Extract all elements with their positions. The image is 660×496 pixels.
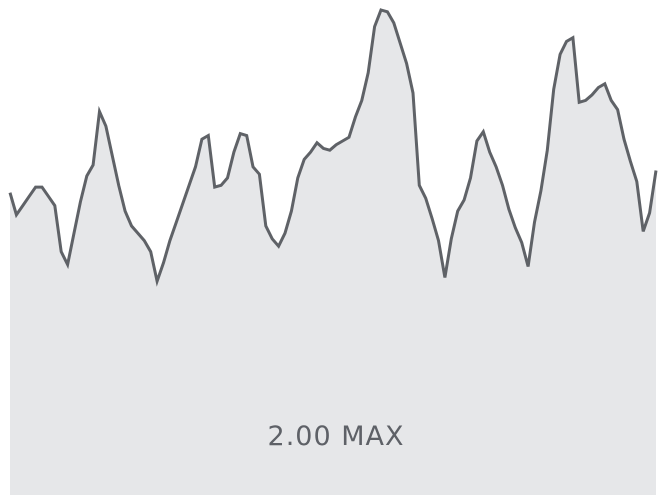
series-line [8,8,658,287]
area-fill [10,10,656,495]
max-value-label: 2.00 MAX [267,421,405,452]
